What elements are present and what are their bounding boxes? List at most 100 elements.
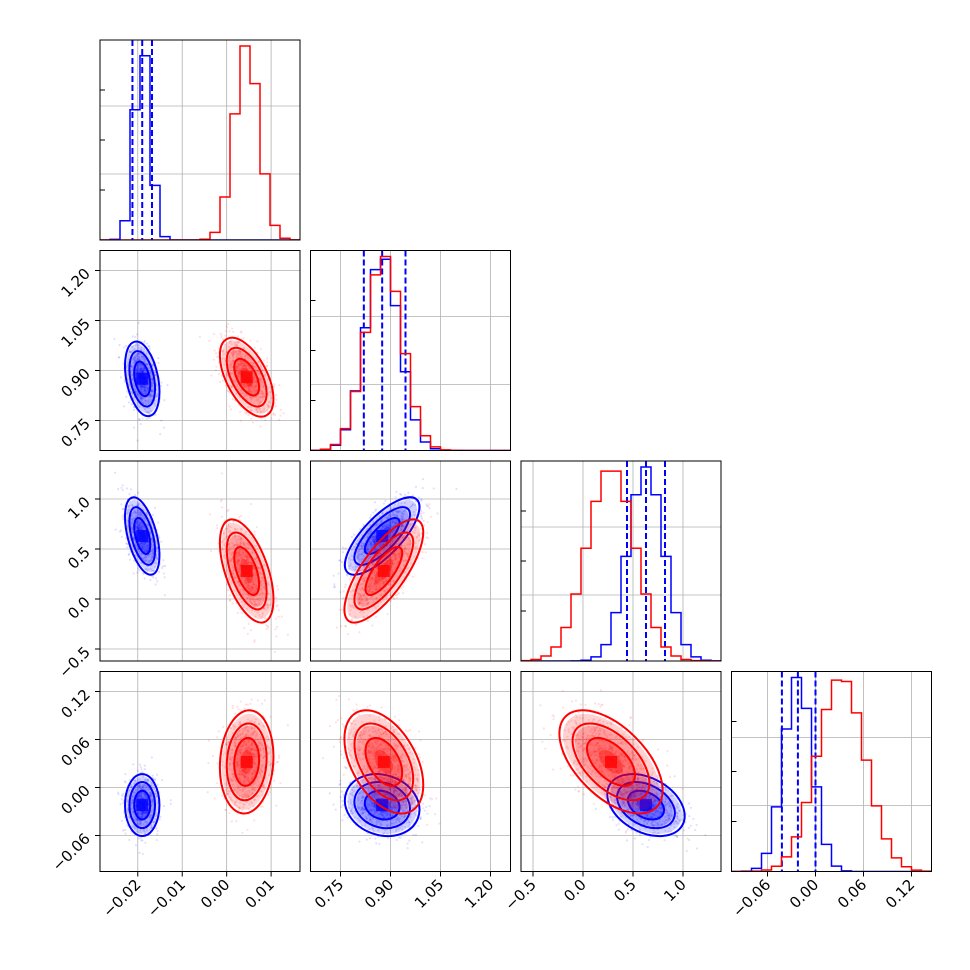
scatter-point bbox=[136, 523, 139, 526]
scatter-point bbox=[163, 594, 166, 597]
scatter-point bbox=[137, 812, 141, 815]
scatter-point bbox=[358, 597, 361, 601]
scatter-point bbox=[124, 781, 127, 784]
contour-series-1 bbox=[218, 518, 275, 624]
scatter-point bbox=[244, 560, 248, 564]
scatter-point bbox=[130, 786, 133, 789]
scatter-point bbox=[139, 543, 142, 546]
scatter-point bbox=[359, 598, 362, 601]
contour-series-1 bbox=[343, 518, 425, 624]
scatter-point bbox=[134, 780, 137, 783]
scatter-point bbox=[261, 596, 264, 599]
scatter-point bbox=[136, 333, 139, 336]
scatter-point bbox=[365, 548, 368, 551]
scatter-point bbox=[382, 577, 385, 580]
scatter-point bbox=[141, 544, 144, 547]
scatter-point bbox=[137, 369, 141, 373]
scatter-point bbox=[137, 502, 140, 505]
scatter-point bbox=[263, 563, 266, 566]
scatter-point bbox=[229, 360, 232, 363]
scatter-point bbox=[244, 394, 247, 397]
scatter-point bbox=[138, 524, 141, 527]
scatter-point bbox=[387, 526, 390, 530]
scatter-point bbox=[142, 812, 145, 816]
scatter-point bbox=[354, 568, 357, 571]
scatter-point bbox=[136, 352, 140, 355]
scatter-point bbox=[238, 567, 241, 571]
scatter-point bbox=[131, 365, 134, 368]
scatter-point bbox=[248, 579, 251, 582]
scatter-point bbox=[148, 791, 152, 794]
scatter-point bbox=[228, 365, 231, 368]
scatter-point bbox=[386, 526, 389, 529]
scatter-point bbox=[230, 352, 233, 355]
scatter-point bbox=[131, 798, 135, 801]
scatter-point bbox=[369, 543, 373, 546]
scatter-point bbox=[248, 366, 251, 369]
scatter-point bbox=[252, 580, 255, 583]
scatter-point bbox=[220, 515, 223, 518]
scatter-point bbox=[121, 793, 125, 796]
scatter-point bbox=[371, 538, 374, 541]
scatter-point bbox=[227, 548, 230, 551]
scatter-point bbox=[371, 591, 374, 594]
scatter-point bbox=[379, 552, 382, 555]
scatter-point bbox=[233, 576, 236, 579]
scatter-point bbox=[242, 383, 245, 386]
scatter-point bbox=[394, 557, 397, 560]
scatter-point bbox=[361, 588, 364, 591]
scatter-point bbox=[146, 407, 150, 410]
scatter-point bbox=[214, 369, 217, 372]
scatter-point bbox=[135, 819, 138, 823]
scatter-point bbox=[137, 794, 141, 797]
scatter-point bbox=[134, 816, 138, 819]
scatter-point bbox=[232, 378, 235, 381]
scatter-point bbox=[255, 584, 258, 587]
scatter-point bbox=[140, 836, 143, 839]
scatter-point bbox=[134, 511, 137, 514]
scatter-point bbox=[135, 371, 139, 374]
scatter-point bbox=[133, 360, 136, 363]
scatter-point bbox=[139, 824, 142, 827]
scatter-point bbox=[239, 410, 242, 414]
scatter-point bbox=[138, 357, 141, 361]
scatter-point bbox=[260, 591, 263, 595]
scatter-point bbox=[390, 572, 394, 576]
scatter-point bbox=[371, 562, 374, 565]
scatter-point bbox=[137, 795, 140, 798]
scatter-point bbox=[147, 815, 151, 818]
scatter-point bbox=[420, 512, 423, 515]
scatter-point bbox=[124, 832, 127, 835]
scatter-point bbox=[229, 531, 232, 534]
scatter-point bbox=[135, 369, 138, 372]
scatter-point bbox=[139, 821, 142, 825]
scatter-point bbox=[143, 384, 146, 387]
scatter-point bbox=[139, 828, 142, 831]
scatter-point bbox=[236, 373, 240, 376]
scatter-point bbox=[357, 553, 360, 556]
scatter-point bbox=[254, 588, 258, 591]
scatter-point bbox=[426, 521, 429, 524]
scatter-point bbox=[274, 596, 278, 599]
scatter-point bbox=[380, 527, 383, 530]
scatter-point bbox=[394, 555, 397, 558]
scatter-point bbox=[366, 620, 370, 623]
scatter-point bbox=[389, 523, 392, 526]
scatter-point bbox=[227, 530, 230, 533]
scatter-point bbox=[406, 535, 409, 538]
scatter-point bbox=[150, 792, 153, 795]
scatter-point bbox=[373, 582, 376, 585]
scatter-point bbox=[130, 503, 134, 507]
scatter-point bbox=[367, 532, 370, 535]
scatter-point bbox=[390, 541, 393, 544]
scatter-point bbox=[135, 511, 138, 515]
scatter-point bbox=[145, 410, 148, 414]
scatter-point bbox=[249, 589, 253, 593]
scatter-point bbox=[395, 596, 398, 600]
scatter-point bbox=[243, 384, 247, 387]
scatter-point bbox=[141, 370, 144, 373]
scatter-point bbox=[144, 812, 147, 815]
scatter-point bbox=[382, 549, 385, 552]
scatter-point bbox=[138, 797, 141, 800]
scatter-point bbox=[157, 357, 160, 360]
